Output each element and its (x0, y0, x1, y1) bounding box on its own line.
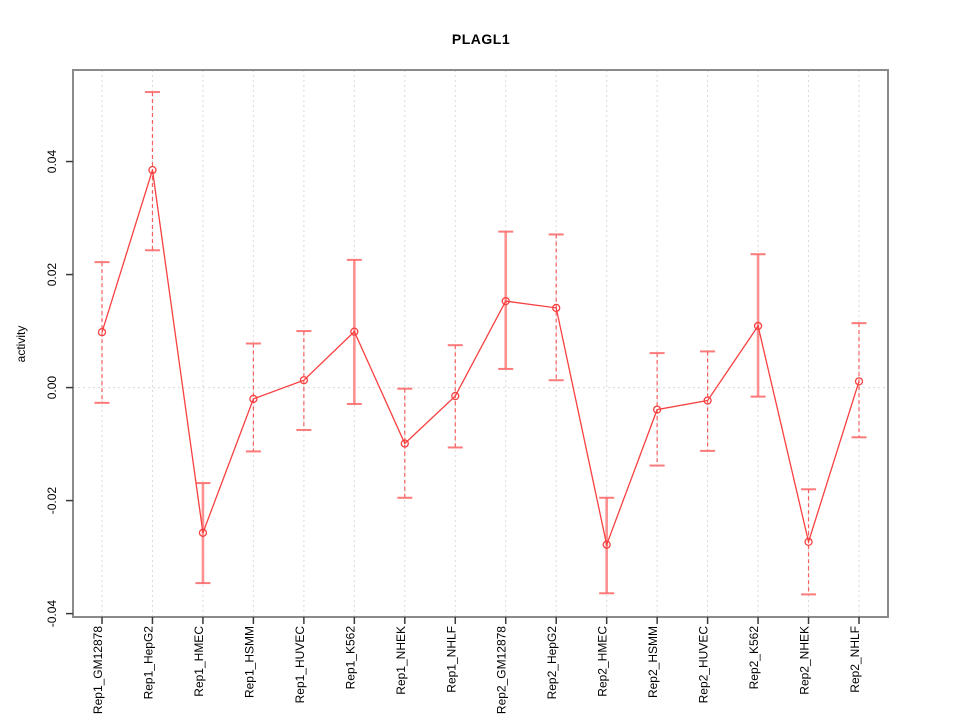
y-tick-label: -0.04 (45, 600, 59, 628)
series-line (101, 169, 860, 547)
data-point (753, 321, 763, 331)
y-tick-label: 0.02 (45, 263, 59, 287)
x-category-label: Rep1_HUVEC (293, 626, 307, 704)
data-point (198, 528, 208, 537)
data-point (703, 396, 712, 405)
data-point (350, 327, 359, 336)
x-category-label: Rep2_HUVEC (697, 626, 711, 704)
data-point (854, 377, 864, 386)
x-category-label: Rep2_HepG2 (545, 626, 559, 700)
x-category-label: Rep1_GM12878 (91, 626, 105, 714)
x-category-label: Rep1_K562 (343, 626, 357, 690)
data-point (652, 405, 662, 414)
x-category-label: Rep1_HepG2 (141, 626, 155, 700)
x-category-label: Rep2_HSMM (646, 626, 660, 698)
plot-frame (72, 69, 889, 618)
data-point (400, 439, 409, 448)
x-category-label: Rep2_GM12878 (495, 626, 509, 714)
data-point (602, 540, 611, 549)
y-tick-label: -0.02 (45, 487, 59, 515)
x-category-label: Rep1_HSMM (242, 626, 256, 698)
data-point (148, 165, 157, 175)
x-category-label: Rep1_HMEC (192, 626, 206, 697)
x-category-label: Rep2_NHLF (848, 626, 862, 693)
data-point (97, 328, 107, 337)
data-point (552, 303, 561, 313)
data-point (501, 296, 510, 306)
x-category-label: Rep2_K562 (747, 626, 761, 690)
data-point (249, 394, 258, 404)
y-axis-title: activity (14, 326, 28, 363)
x-category-label: Rep1_NHLF (444, 626, 458, 693)
y-tick-label: 0.04 (45, 150, 59, 174)
x-category-label: Rep2_HMEC (596, 626, 610, 697)
data-point (804, 537, 813, 546)
x-category-label: Rep1_NHEK (394, 626, 408, 695)
x-category-label: Rep2_NHEK (798, 626, 812, 695)
y-tick-label: 0.00 (45, 376, 59, 400)
data-point (299, 376, 309, 385)
chart-title: PLAGL1 (451, 31, 511, 47)
data-point (451, 391, 460, 401)
